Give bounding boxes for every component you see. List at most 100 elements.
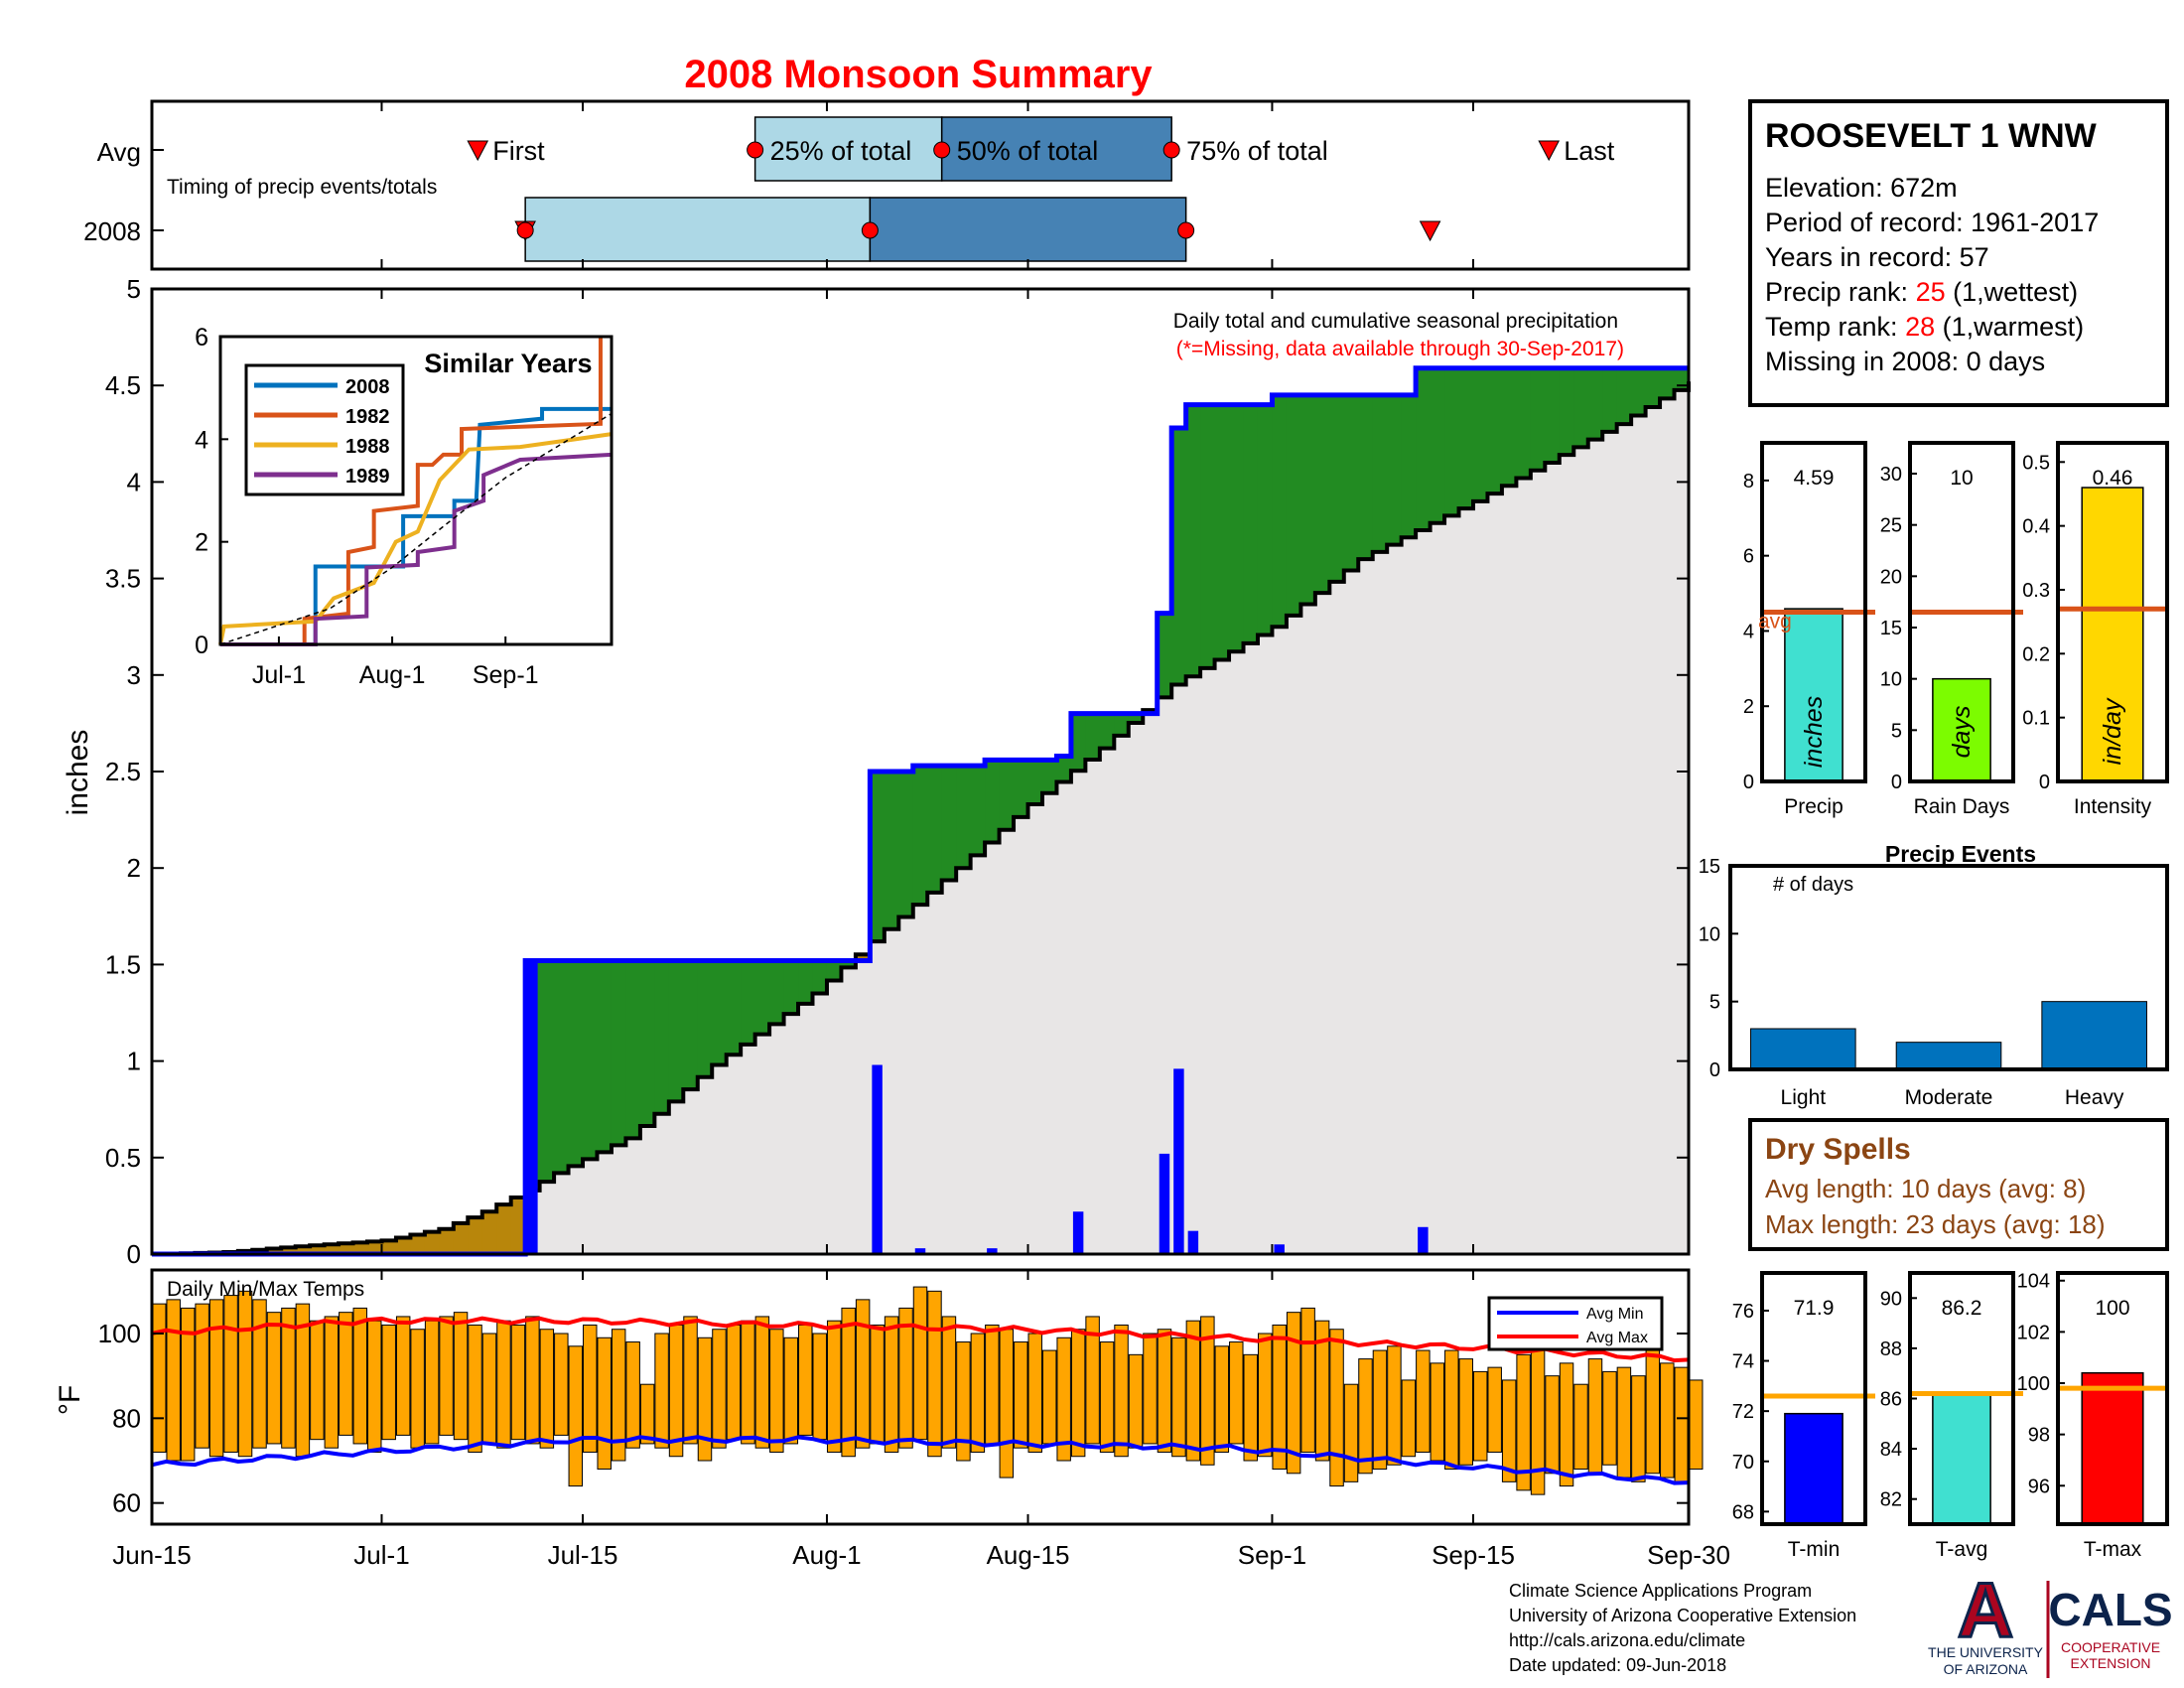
- avg-area-segment: [841, 967, 857, 1254]
- above-average-fill: [1200, 404, 1216, 668]
- events-frame: [1728, 864, 2169, 1071]
- inset-y-tick-label: 4: [195, 426, 208, 454]
- summary-value-bar: [1932, 1392, 1991, 1525]
- daily-temp-bar: [481, 1333, 497, 1445]
- x-tick-label: Jul-1: [353, 1540, 409, 1570]
- above-average-fill: [769, 960, 785, 1025]
- dry-spells-title: Dry Spells: [1765, 1133, 1911, 1166]
- y2008-first-dot: [516, 221, 534, 239]
- daily-temp-bar: [1358, 1358, 1373, 1475]
- avg-area-segment: [1070, 771, 1086, 1254]
- summary-y-tick-label: 82: [1880, 1489, 1902, 1511]
- above-average-fill: [1157, 613, 1172, 698]
- below-average-fill: [324, 1244, 340, 1254]
- above-average-fill: [1099, 713, 1115, 749]
- daily-precip-bar: [1187, 1230, 1199, 1254]
- daily-temp-bar: [1631, 1375, 1646, 1482]
- y-tick-label: 0.5: [105, 1143, 141, 1173]
- daily-temp-bar: [525, 1316, 540, 1445]
- avg-min-temp-line: [151, 1435, 1690, 1485]
- university-of-arizona-logo: A THE UNIVERSITY OF ARIZONA: [1928, 1565, 2044, 1678]
- station-info-frame: [1748, 99, 2169, 407]
- x-tick-label: Sep-1: [1238, 1540, 1306, 1570]
- above-average-fill: [870, 772, 886, 942]
- above-average-fill: [1602, 367, 1618, 432]
- avg-area-segment: [1458, 508, 1474, 1254]
- above-average-fill: [1229, 404, 1245, 652]
- above-average-fill: [1458, 367, 1474, 509]
- summary-value-bar: [2081, 1371, 2144, 1525]
- avg-area-segment: [712, 1064, 728, 1254]
- above-average-fill: [597, 960, 613, 1153]
- above-average-fill: [1616, 367, 1632, 425]
- avg-area-segment: [1200, 667, 1216, 1254]
- inset-y-tick-label: 6: [195, 324, 208, 352]
- above-average-fill: [884, 772, 899, 929]
- above-average-fill: [1014, 760, 1029, 817]
- avg-area-segment: [1214, 659, 1230, 1254]
- daily-temp-bar: [252, 1299, 267, 1449]
- footer-credits: Climate Science Applications Program Uni…: [1509, 1581, 1856, 1675]
- avg-area-segment: [1545, 462, 1561, 1255]
- avg-area-segment: [1487, 493, 1503, 1255]
- events-y-tick-label: 10: [1699, 923, 1720, 945]
- above-average-fill: [611, 960, 627, 1146]
- avg-area-segment: [1343, 570, 1359, 1254]
- avg-first-label: First: [492, 136, 545, 166]
- above-average-fill: [654, 960, 670, 1114]
- summary-panel-label: Precip: [1784, 795, 1843, 818]
- daily-temp-bar: [310, 1320, 325, 1441]
- summary-y-tick-label: 96: [2028, 1476, 2050, 1497]
- avg-last-marker: [1538, 140, 1561, 162]
- daily-temp-bar: [855, 1299, 871, 1449]
- daily-precip-bar: [1159, 1153, 1170, 1254]
- inset-legend-label: 1988: [345, 436, 390, 458]
- above-average-fill: [798, 960, 814, 1004]
- daily-temp-bar: [1372, 1349, 1388, 1471]
- cumulative-2008-line: [152, 365, 1689, 1257]
- daily-temp-bar: [381, 1324, 396, 1441]
- summary-panel-frame: [2056, 441, 2169, 783]
- avg-area-segment: [1660, 398, 1676, 1254]
- avg-area-segment: [1559, 455, 1574, 1255]
- avg-area-segment: [1185, 676, 1201, 1254]
- event-category-label: Moderate: [1905, 1086, 1993, 1109]
- avg-area-segment: [683, 1089, 699, 1254]
- below-average-fill: [496, 1204, 512, 1254]
- daily-temp-bar: [1027, 1333, 1042, 1453]
- summary-panel-frame: [1760, 1271, 1867, 1526]
- daily-temp-bar: [539, 1329, 555, 1449]
- dry-spells-frame: [1748, 1118, 2169, 1251]
- temp-legend: [1487, 1296, 1664, 1351]
- y-tick-label: 0: [127, 1239, 141, 1269]
- temp-rank-value: 28: [1905, 312, 1935, 342]
- above-average-fill: [783, 960, 799, 1015]
- y2008-25-75-box: [869, 197, 1187, 262]
- temp-y-tick-label: 80: [112, 1403, 141, 1433]
- daily-temp-bar: [1243, 1353, 1258, 1462]
- daily-temp-bar: [1545, 1375, 1560, 1475]
- avg-area-segment: [1530, 470, 1546, 1255]
- y-tick-label: 1.5: [105, 949, 141, 979]
- above-average-fill: [697, 960, 713, 1077]
- summary-y-tick-label: 0: [2039, 772, 2050, 793]
- below-average-fill: [295, 1246, 311, 1254]
- daily-temp-bar: [339, 1312, 353, 1436]
- avg-area-segment: [583, 1159, 599, 1254]
- timing-subtitle: Timing of precip events/totals: [167, 176, 437, 199]
- daily-temp-bar: [1143, 1333, 1158, 1445]
- precip-events-panel: Precip Events Light Moderate Heavy # of day…: [1699, 841, 2169, 1109]
- events-y-tick-label: 0: [1709, 1059, 1720, 1081]
- summary-value-label: 10: [1950, 467, 1973, 490]
- daily-temp-bar: [754, 1316, 770, 1449]
- summary-panel-label: T-avg: [1936, 1538, 1988, 1561]
- above-average-fill: [1530, 367, 1546, 471]
- station-name: ROOSEVELT 1 WNW: [1765, 117, 2098, 155]
- daily-temp-bar: [1128, 1353, 1144, 1449]
- daily-temps-chart: 60 80 100 Daily Min/Max Temps °F Avg Min A…: [54, 1268, 1704, 1526]
- daily-temp-bar: [439, 1316, 454, 1436]
- station-period: Period of record: 1961-2017: [1765, 208, 2099, 237]
- inset-series-line: [218, 432, 613, 645]
- daily-temp-bar: [597, 1336, 612, 1471]
- avg-area-segment: [912, 905, 928, 1254]
